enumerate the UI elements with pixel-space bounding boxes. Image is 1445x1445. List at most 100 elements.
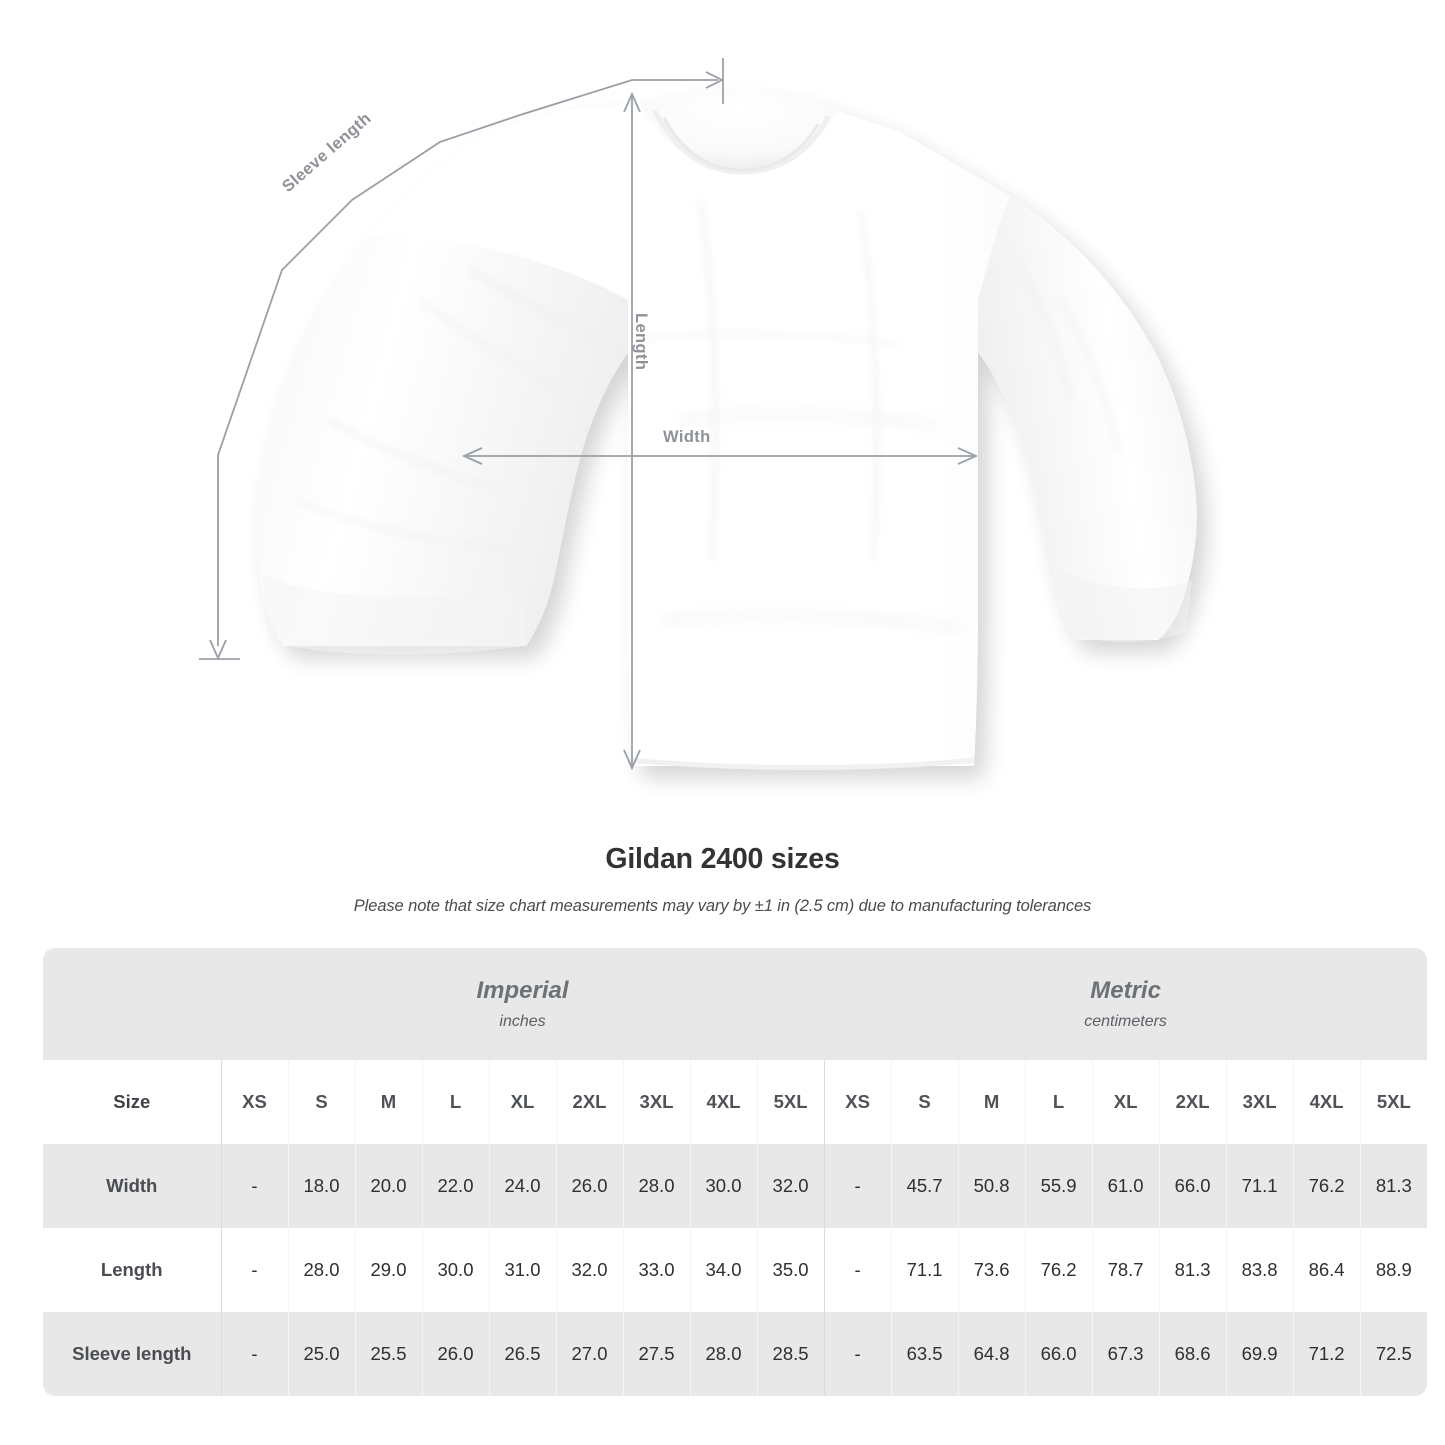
cell-length-imperial-s: 28.0: [287, 1228, 355, 1312]
cell-sleeve-metric-xl: 67.3: [1091, 1312, 1160, 1396]
cell-length-metric-2xl: 81.3: [1158, 1228, 1227, 1312]
size-corner-label: Size: [43, 1060, 221, 1144]
cell-length-metric-4xl: 86.4: [1292, 1228, 1361, 1312]
imperial-system-label: Imperial: [476, 976, 569, 1004]
sleeve-length-line: [217, 79, 718, 646]
cell-length-metric-3xl: 83.8: [1225, 1228, 1294, 1312]
cuffs: [262, 570, 1192, 655]
col-header-metric-xl: XL: [1091, 1060, 1160, 1144]
cell-length-imperial-l: 30.0: [421, 1228, 489, 1312]
col-header-metric-s: S: [890, 1060, 959, 1144]
tolerance-note: Please note that size chart measurements…: [353, 897, 1092, 915]
cell-width-imperial-xs: -: [220, 1144, 288, 1228]
col-header-metric-2xl: 2XL: [1158, 1060, 1227, 1144]
cell-sleeve-imperial-3xl: 27.5: [622, 1312, 690, 1396]
metric-unit-label: centimeters: [1084, 1012, 1167, 1030]
collar: [640, 90, 838, 175]
col-header-imperial-3xl: 3XL: [622, 1060, 690, 1144]
cell-width-metric-3xl: 71.1: [1225, 1144, 1294, 1228]
cell-sleeve-metric-xs: -: [823, 1312, 892, 1396]
cell-sleeve-metric-5xl: 72.5: [1359, 1312, 1428, 1396]
cell-width-metric-4xl: 76.2: [1292, 1144, 1361, 1228]
col-header-imperial-s: S: [287, 1060, 355, 1144]
cell-sleeve-metric-m: 64.8: [957, 1312, 1026, 1396]
row-label-sleeve-length: Sleeve length: [43, 1312, 221, 1396]
col-header-imperial-m: M: [354, 1060, 422, 1144]
length-arrowhead-top: [623, 91, 641, 113]
cell-width-metric-5xl: 81.3: [1359, 1144, 1428, 1228]
cell-width-imperial-xl: 24.0: [488, 1144, 556, 1228]
cell-sleeve-imperial-4xl: 28.0: [689, 1312, 757, 1396]
metric-banner-cell: Metric centimeters: [824, 948, 1428, 1060]
cell-length-metric-xs: -: [823, 1228, 892, 1312]
col-header-metric-xs: XS: [823, 1060, 892, 1144]
imperial-banner-cell: Imperial inches: [221, 948, 825, 1060]
size-header-row: Size XS S M L XL 2XL 3XL 4XL 5XL XS S M …: [43, 1060, 1428, 1144]
cell-sleeve-imperial-l: 26.0: [421, 1312, 489, 1396]
cell-width-metric-xs: -: [823, 1144, 892, 1228]
row-label-length: Length: [43, 1228, 221, 1312]
cell-sleeve-metric-4xl: 71.2: [1292, 1312, 1361, 1396]
cell-length-metric-xl: 78.7: [1091, 1228, 1160, 1312]
sleeve-length-arrowhead: [705, 71, 725, 89]
cell-sleeve-imperial-s: 25.0: [287, 1312, 355, 1396]
length-arrowhead-bottom: [623, 749, 641, 771]
cell-width-metric-xl: 61.0: [1091, 1144, 1160, 1228]
cell-width-metric-2xl: 66.0: [1158, 1144, 1227, 1228]
col-header-imperial-5xl: 5XL: [756, 1060, 825, 1144]
col-header-imperial-4xl: 4XL: [689, 1060, 757, 1144]
cell-length-imperial-xl: 31.0: [488, 1228, 556, 1312]
col-header-metric-4xl: 4XL: [1292, 1060, 1361, 1144]
cell-width-imperial-2xl: 26.0: [555, 1144, 623, 1228]
imperial-unit-label: inches: [499, 1012, 546, 1030]
cell-length-imperial-2xl: 32.0: [555, 1228, 623, 1312]
col-header-metric-l: L: [1024, 1060, 1093, 1144]
col-header-imperial-xs: XS: [220, 1060, 288, 1144]
col-header-metric-m: M: [957, 1060, 1026, 1144]
col-header-imperial-l: L: [421, 1060, 489, 1144]
cell-width-imperial-s: 18.0: [287, 1144, 355, 1228]
title-block: Gildan 2400 sizes Please note that size …: [0, 843, 1445, 916]
cell-sleeve-imperial-5xl: 28.5: [756, 1312, 825, 1396]
page-title: Gildan 2400 sizes: [605, 843, 840, 875]
cell-sleeve-metric-l: 66.0: [1024, 1312, 1093, 1396]
cell-length-imperial-3xl: 33.0: [622, 1228, 690, 1312]
cell-width-metric-s: 45.7: [890, 1144, 959, 1228]
cell-sleeve-imperial-m: 25.5: [354, 1312, 422, 1396]
cell-width-imperial-l: 22.0: [421, 1144, 489, 1228]
length-label: Length: [632, 313, 650, 371]
shirt-illustration: [199, 58, 1197, 771]
unit-banner-row: Imperial inches Metric centimeters: [43, 948, 1428, 1060]
cell-width-imperial-m: 20.0: [354, 1144, 422, 1228]
cell-width-imperial-5xl: 32.0: [756, 1144, 825, 1228]
cell-length-imperial-xs: -: [220, 1228, 288, 1312]
table-row: Width - 18.0 20.0 22.0 24.0 26.0 28.0 30…: [43, 1144, 1428, 1228]
banner-spacer: [43, 948, 221, 1060]
width-arrowhead-right: [957, 447, 979, 465]
cell-length-imperial-4xl: 34.0: [689, 1228, 757, 1312]
cell-length-imperial-m: 29.0: [354, 1228, 422, 1312]
table-row: Sleeve length - 25.0 25.5 26.0 26.5 27.0…: [43, 1312, 1428, 1396]
size-chart-table: Imperial inches Metric centimeters Size …: [43, 948, 1428, 1396]
col-header-metric-5xl: 5XL: [1359, 1060, 1428, 1144]
cell-sleeve-metric-3xl: 69.9: [1225, 1312, 1294, 1396]
width-arrowhead-left: [461, 447, 483, 465]
cell-length-metric-m: 73.6: [957, 1228, 1026, 1312]
col-header-imperial-xl: XL: [488, 1060, 556, 1144]
cell-width-metric-l: 55.9: [1024, 1144, 1093, 1228]
row-label-width: Width: [43, 1144, 221, 1228]
cell-length-metric-l: 76.2: [1024, 1228, 1093, 1312]
shirt-body-shape: [256, 92, 1197, 766]
cell-sleeve-imperial-xs: -: [220, 1312, 288, 1396]
sleeve-length-arrowhead-bottom: [209, 639, 227, 661]
cell-width-imperial-3xl: 28.0: [622, 1144, 690, 1228]
measurement-lines: [199, 58, 979, 771]
cell-sleeve-metric-s: 63.5: [890, 1312, 959, 1396]
cell-sleeve-imperial-2xl: 27.0: [555, 1312, 623, 1396]
cell-length-metric-s: 71.1: [890, 1228, 959, 1312]
cell-sleeve-imperial-xl: 26.5: [488, 1312, 556, 1396]
size-chart-table-wrapper: Imperial inches Metric centimeters Size …: [43, 948, 1428, 1396]
metric-system-label: Metric: [1090, 976, 1161, 1004]
cell-length-metric-5xl: 88.9: [1359, 1228, 1428, 1312]
cell-length-imperial-5xl: 35.0: [756, 1228, 825, 1312]
